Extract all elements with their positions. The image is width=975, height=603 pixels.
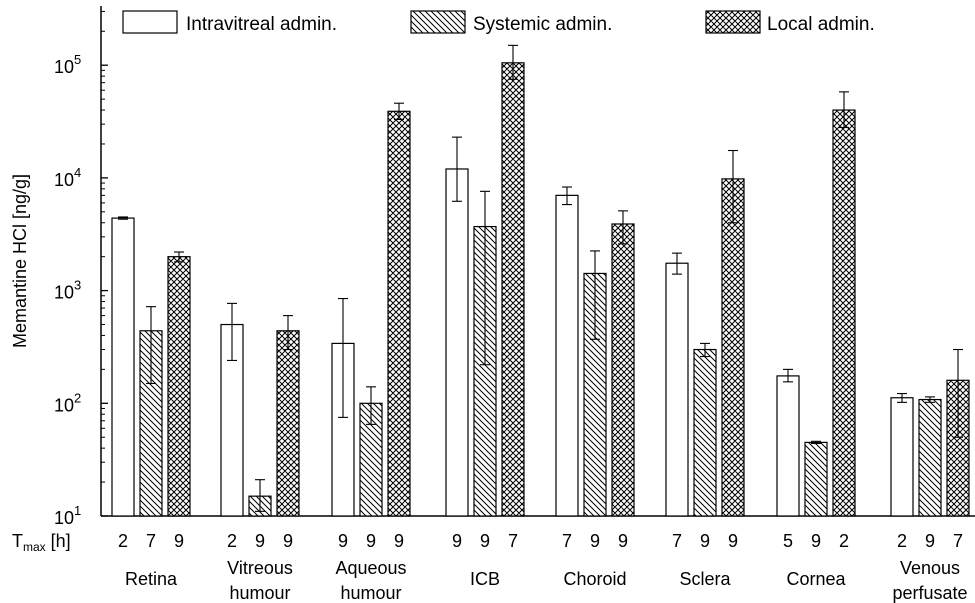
category-label: humour xyxy=(340,583,401,603)
tmax-value: 9 xyxy=(811,531,821,551)
bar-open-4 xyxy=(445,168,469,517)
legend-swatch-systemic xyxy=(410,10,466,34)
bar-open-5 xyxy=(555,194,579,517)
y-axis-tick-labels: 101 102 103 104 105 xyxy=(54,52,81,528)
y-tick-label: 102 xyxy=(54,390,81,415)
tmax-value: 7 xyxy=(672,531,682,551)
bar-crosshatched-1 xyxy=(167,256,191,517)
legend: Intravitreal admin. Systemic admin. Loca… xyxy=(122,10,875,35)
error-bars xyxy=(118,44,963,512)
y-tick-label: 101 xyxy=(54,503,81,528)
category-labels: Retina Vitreous humour Aqueous humour ICB Chor… xyxy=(125,558,968,603)
tmax-value: 5 xyxy=(783,531,793,551)
bar-crosshatched-7 xyxy=(832,109,856,517)
category-label: Venous xyxy=(900,558,960,578)
bar-crosshatched-3 xyxy=(387,110,411,517)
bar-open-6 xyxy=(665,262,689,517)
tmax-value: 2 xyxy=(839,531,849,551)
category-label: Aqueous xyxy=(335,558,406,578)
tmax-value: 9 xyxy=(283,531,293,551)
legend-swatch-intravitreal xyxy=(122,10,178,34)
bar-crosshatched-4 xyxy=(501,62,525,517)
bar-crosshatched-6 xyxy=(721,178,745,517)
tmax-value: 9 xyxy=(700,531,710,551)
y-axis-label: Memantine HCl [ng/g] xyxy=(10,174,30,348)
bar-hatched-6 xyxy=(693,348,717,517)
legend-label-systemic: Systemic admin. xyxy=(473,14,612,35)
tmax-value: 9 xyxy=(338,531,348,551)
category-label: ICB xyxy=(470,569,500,589)
bar-hatched-8 xyxy=(918,398,942,517)
y-axis-ticks xyxy=(101,10,108,517)
tmax-row-label: Tmax [h] xyxy=(12,531,71,554)
tmax-value: 9 xyxy=(925,531,935,551)
tmax-value: 9 xyxy=(618,531,628,551)
tmax-value: 9 xyxy=(394,531,404,551)
bars xyxy=(111,62,970,517)
bar-open-8 xyxy=(890,397,914,517)
category-label: Cornea xyxy=(786,569,846,589)
category-label: perfusate xyxy=(892,583,967,603)
tmax-value: 7 xyxy=(953,531,963,551)
tmax-value: 9 xyxy=(366,531,376,551)
bar-open-1 xyxy=(111,217,135,517)
bar-hatched-7 xyxy=(804,441,828,517)
category-label: Retina xyxy=(125,569,178,589)
category-label: Choroid xyxy=(563,569,626,589)
category-label: Vitreous xyxy=(227,558,293,578)
legend-label-intravitreal: Intravitreal admin. xyxy=(186,14,337,35)
tmax-value: 2 xyxy=(897,531,907,551)
tmax-value: 7 xyxy=(562,531,572,551)
tmax-value: 7 xyxy=(146,531,156,551)
tmax-value: 9 xyxy=(480,531,490,551)
y-tick-label: 104 xyxy=(54,165,81,190)
tmax-value: 9 xyxy=(590,531,600,551)
y-tick-label: 105 xyxy=(54,52,81,77)
legend-swatch-local xyxy=(705,10,761,34)
tmax-value: 9 xyxy=(452,531,462,551)
bar-crosshatched-2 xyxy=(276,330,300,517)
bar-crosshatched-5 xyxy=(611,223,635,517)
tmax-values: 2 2 9 9 7 7 5 27 9 9 9 9 9 9 99 9 9 7 9 9 2 7 xyxy=(118,531,963,551)
category-label: Sclera xyxy=(679,569,731,589)
y-tick-label: 103 xyxy=(54,278,81,303)
legend-label-local: Local admin. xyxy=(767,14,875,35)
tmax-value: 2 xyxy=(118,531,128,551)
tmax-value: 9 xyxy=(174,531,184,551)
category-label: humour xyxy=(229,583,290,603)
plot-area xyxy=(100,6,975,517)
bar-open-7 xyxy=(776,375,800,517)
tmax-value: 7 xyxy=(508,531,518,551)
tmax-value: 2 xyxy=(227,531,237,551)
tmax-value: 9 xyxy=(255,531,265,551)
tmax-value: 9 xyxy=(728,531,738,551)
